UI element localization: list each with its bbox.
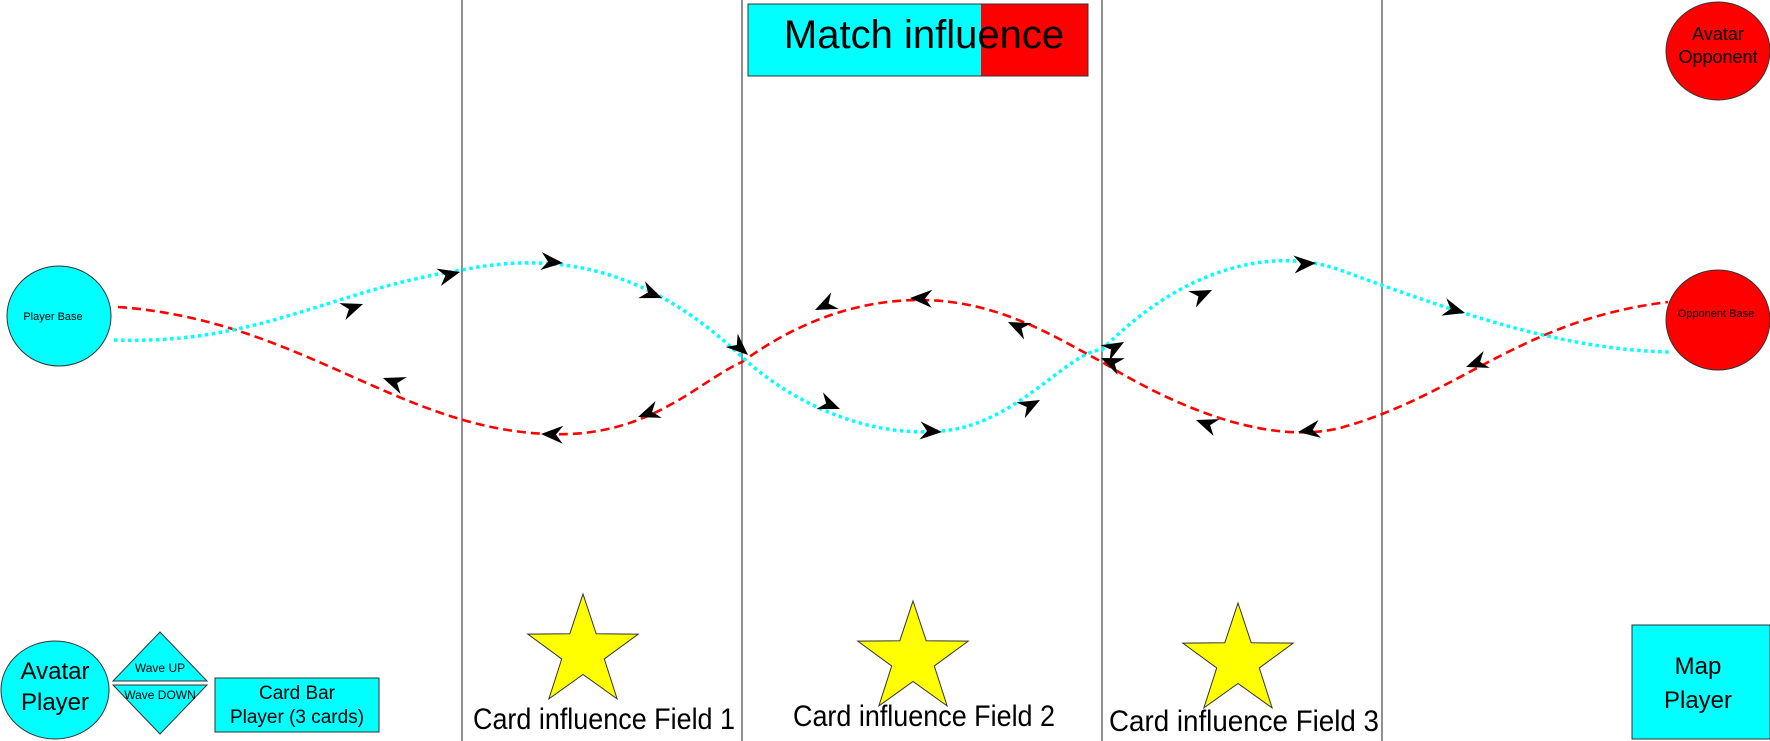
avatar-player-line1: Avatar xyxy=(21,658,90,685)
arrowhead-left-icon xyxy=(638,401,662,418)
opponent-base: Opponent Base xyxy=(1665,269,1770,371)
opponent-base-label: Opponent Base xyxy=(1678,308,1754,320)
arrowhead-left-icon xyxy=(383,377,407,394)
avatar-opponent-line1: Avatar xyxy=(1692,24,1744,44)
card-influence-field-2: Card influence Field 2 xyxy=(793,599,1055,733)
wave-down-triangle-icon[interactable] xyxy=(111,684,209,735)
match-influence-label: Match influence xyxy=(784,13,1064,57)
card-bar-line1: Card Bar xyxy=(259,683,336,704)
map-player[interactable]: Map Player xyxy=(1631,624,1770,740)
field-label: Card influence Field 1 xyxy=(473,703,735,736)
opponent-base-circle-icon xyxy=(1665,269,1770,371)
player-base-circle-icon xyxy=(6,265,112,367)
avatar-player-circle-icon xyxy=(0,640,110,740)
wave-up-button[interactable]: Wave UP xyxy=(111,631,209,682)
arrowhead-right-icon xyxy=(339,303,363,320)
arrowhead-left-icon xyxy=(1196,419,1220,436)
card-bar[interactable]: Card Bar Player (3 cards) xyxy=(214,677,380,733)
arrowhead-right-icon xyxy=(540,252,563,271)
avatar-player-line2: Player xyxy=(21,689,89,716)
player-base: Player Base xyxy=(6,265,112,367)
wave-down-button[interactable]: Wave DOWN xyxy=(111,684,209,735)
wave-up-label: Wave UP xyxy=(135,661,185,675)
player-base-label: Player Base xyxy=(23,311,82,323)
avatar-opponent: Avatar Opponent xyxy=(1665,1,1770,101)
match-influence-opponent-share xyxy=(981,4,1088,76)
player-wave-path xyxy=(113,258,1671,434)
arrowhead-right-icon xyxy=(1100,342,1124,361)
arrowhead-right-icon xyxy=(1016,400,1040,419)
field-label: Card influence Field 2 xyxy=(793,700,1055,733)
match-influence-frame xyxy=(747,3,1089,77)
arrowhead-right-icon xyxy=(725,333,748,355)
arrowhead-left-icon xyxy=(815,292,839,310)
arrowhead-left-icon xyxy=(910,289,933,308)
field-dividers xyxy=(461,0,1383,741)
star-icon xyxy=(856,599,970,708)
field-label: Card influence Field 3 xyxy=(1109,705,1379,738)
opponent-wave-path xyxy=(117,298,1669,436)
arrowhead-left-icon xyxy=(1008,322,1032,340)
arrowhead-left-icon xyxy=(541,425,564,444)
star-icon xyxy=(526,592,640,701)
arrowhead-right-icon xyxy=(1441,298,1465,316)
direction-arrows xyxy=(339,252,1490,444)
arrowhead-right-icon xyxy=(1188,290,1212,308)
avatar-opponent-line2: Opponent xyxy=(1678,47,1757,67)
card-bar-line2: Player (3 cards) xyxy=(230,707,364,728)
arrowhead-left-icon xyxy=(1298,420,1322,438)
arrowhead-right-icon xyxy=(638,281,662,299)
wave-down-label: Wave DOWN xyxy=(124,688,196,702)
arrowhead-right-icon xyxy=(436,268,460,287)
wave-up-triangle-icon[interactable] xyxy=(111,631,209,682)
match-influence-bar: Match influence xyxy=(747,3,1089,77)
avatar-opponent-circle-icon xyxy=(1665,1,1770,101)
arrowhead-right-icon xyxy=(816,392,840,410)
arrowhead-left-icon xyxy=(1466,351,1490,368)
map-player-line1: Map xyxy=(1675,653,1722,680)
map-player-line2: Player xyxy=(1664,687,1732,714)
map-player-box[interactable] xyxy=(1631,624,1770,740)
arrowhead-left-icon xyxy=(1101,358,1125,375)
card-influence-field-3: Card influence Field 3 xyxy=(1109,601,1379,738)
arrowhead-right-icon xyxy=(919,421,942,440)
card-influence-field-1: Card influence Field 1 xyxy=(473,592,735,736)
arrowhead-right-icon xyxy=(1293,255,1316,274)
match-influence-player-share xyxy=(748,4,981,76)
star-icon xyxy=(1181,601,1295,710)
card-bar-box[interactable] xyxy=(214,677,380,733)
avatar-player: Avatar Player xyxy=(0,640,110,740)
